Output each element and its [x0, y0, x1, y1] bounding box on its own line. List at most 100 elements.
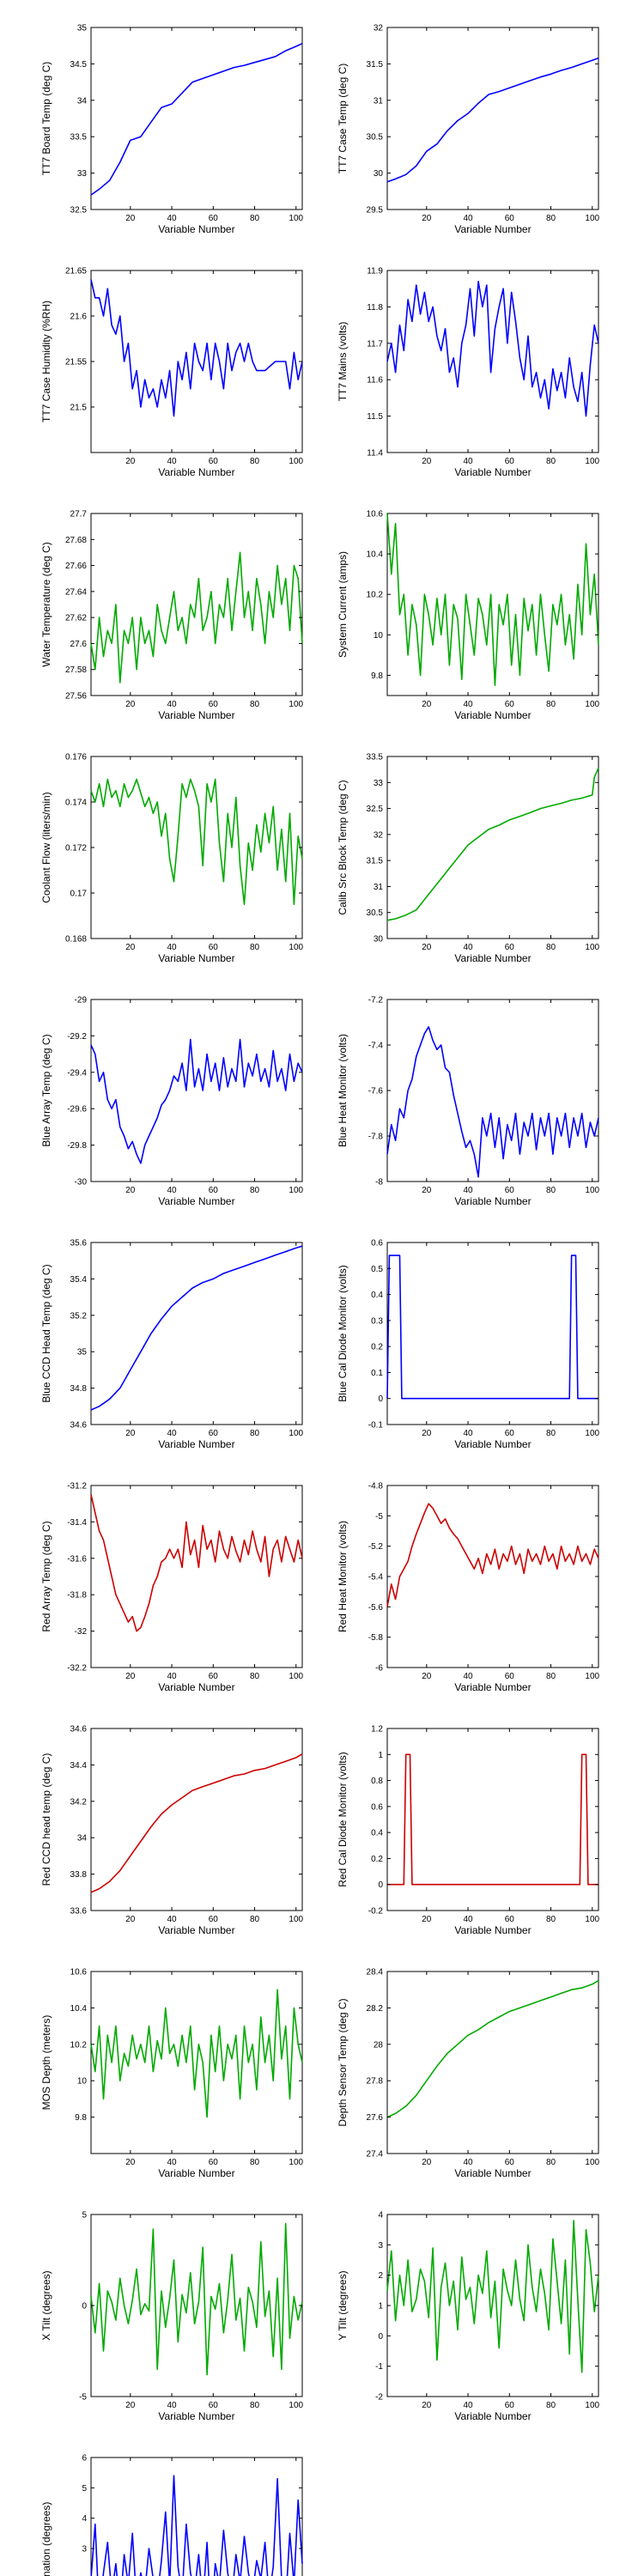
y-tick-label: 35: [77, 1348, 88, 1358]
x-tick-label: 60: [209, 1915, 219, 1924]
y-tick-label: 0.17: [70, 890, 88, 899]
y-tick-label: 27.6: [70, 640, 88, 649]
y-tick-label: -6: [375, 1664, 383, 1674]
x-axis-label: Variable Number: [158, 466, 234, 478]
y-tick-label: 34.6: [70, 1725, 88, 1735]
y-tick-label: 27.68: [65, 536, 87, 545]
y-tick-label: 0.4: [371, 1291, 383, 1300]
y-tick-label: 34.8: [70, 1384, 88, 1394]
x-axis-label: Variable Number: [158, 952, 234, 964]
y-tick-label: 0: [378, 1394, 383, 1404]
x-tick-label: 80: [546, 2401, 556, 2410]
y-tick-label: -4.8: [368, 1482, 384, 1492]
x-tick-label: 100: [289, 457, 303, 466]
chart-panel: 20 40 60 80 100 33.6 33.8 34 34.2 34.4 34.6 Variabl…: [40, 1725, 304, 1937]
y-tick-label: 10.4: [70, 2004, 88, 2014]
series-line: [90, 1494, 303, 1632]
y-tick-label: 11.6: [367, 376, 383, 386]
y-tick-label: 9.8: [75, 2113, 87, 2123]
y-tick-label: 0: [82, 2302, 87, 2312]
chart-panel: 20 40 60 80 100 27.4 27.6 27.8 28 28.2 28.4 Variabl…: [337, 1968, 600, 2180]
y-tick-label: 10.2: [367, 591, 384, 600]
x-axis-label: Variable Number: [158, 223, 234, 235]
y-axis-label: Coolant Flow (liters/min): [40, 792, 52, 902]
chart-panel: 20 40 60 80 100 -32.2 -32 -31.8 -31.6 -31.4 -31.2 V…: [40, 1482, 304, 1694]
y-tick-label: 27.62: [65, 614, 87, 623]
x-tick-label: 80: [546, 2158, 556, 2167]
x-axis-label: Variable Number: [158, 2410, 234, 2422]
y-tick-label: 27.6: [367, 2113, 384, 2123]
plot-area: [90, 27, 303, 210]
x-tick-label: 60: [209, 2158, 219, 2167]
x-tick-label: 40: [167, 2158, 177, 2167]
y-tick-label: 27.4: [367, 2150, 384, 2160]
y-axis-label: Red Heat Monitor (volts): [337, 1521, 349, 1632]
x-tick-label: 60: [505, 2401, 515, 2410]
y-tick-label: 34.4: [70, 1761, 88, 1771]
y-tick-label: 10: [374, 631, 384, 641]
x-tick-label: 20: [422, 457, 432, 466]
series-line: [386, 1026, 599, 1178]
chart-panel: 20 40 60 80 100 -30 -29.8 -29.6 -29.4 -29.2 -29 Var…: [40, 996, 304, 1208]
y-tick-label: 0.168: [65, 935, 87, 945]
y-axis-label: TT7 Case Humidity (%RH): [40, 301, 52, 422]
x-tick-label: 80: [546, 1186, 556, 1195]
x-tick-label: 100: [289, 2401, 303, 2410]
plot-area: [90, 1485, 303, 1668]
y-tick-label: 1: [378, 2302, 383, 2312]
y-tick-label: 10: [77, 2077, 88, 2087]
y-tick-label: 10.2: [70, 2040, 88, 2050]
series-line: [90, 279, 303, 417]
y-tick-label: 31: [374, 96, 384, 106]
series-line: [386, 767, 599, 921]
plot-area: [386, 1242, 599, 1425]
plot-area: [386, 999, 599, 1182]
x-tick-label: 20: [125, 457, 136, 466]
y-tick-label: 30: [374, 935, 384, 945]
chart-panel: 20 40 60 80 100 27.56 27.58 27.6 27.62 27.64 27.66…: [40, 510, 304, 722]
y-tick-label: 0.6: [371, 1802, 383, 1812]
x-tick-label: 80: [250, 1915, 260, 1924]
series-line: [90, 1245, 303, 1411]
y-tick-label: -7.4: [368, 1042, 384, 1051]
x-tick-label: 40: [463, 2158, 473, 2167]
y-tick-label: -32.2: [67, 1664, 87, 1674]
y-tick-label: 31.5: [367, 857, 384, 866]
x-tick-label: 60: [209, 1186, 219, 1195]
chart-panel: 20 40 60 80 100 -5 0 5 Variable Number X Tilt (de…: [40, 2211, 304, 2423]
y-tick-label: 5: [82, 2484, 87, 2494]
x-tick-label: 60: [505, 214, 515, 223]
y-tick-label: -5: [375, 1512, 383, 1522]
x-axis-label: Variable Number: [454, 1924, 531, 1936]
y-axis-label: Y Tilt (degrees): [337, 2270, 349, 2340]
series-line: [387, 1753, 598, 1886]
chart-panel: 20 40 60 80 100 -0.2 0 0.2 0.4 0.6 0.8 1 1.2 Variable…: [337, 1725, 600, 1937]
plot-area: [386, 1728, 599, 1911]
x-tick-label: 40: [167, 457, 177, 466]
x-tick-label: 80: [546, 700, 556, 709]
y-axis-label: TT7 Board Temp (deg C): [40, 62, 52, 176]
x-tick-label: 100: [289, 943, 303, 952]
y-tick-label: 21.5: [70, 404, 88, 413]
chart-panel: 20 40 60 80 100 -0.1 0 0.1 0.2 0.3 0.4 0.5 0.6 Variab…: [337, 1239, 600, 1451]
plot-area: [386, 1971, 599, 2154]
x-tick-label: 20: [125, 1186, 136, 1195]
y-tick-label: 10.6: [367, 510, 384, 519]
x-tick-label: 20: [125, 214, 136, 223]
y-tick-label: 33: [77, 169, 88, 179]
series-line: [90, 1989, 303, 2118]
x-tick-label: 40: [167, 1672, 177, 1681]
y-tick-label: 0: [378, 2332, 383, 2342]
y-tick-label: 1.2: [371, 1725, 383, 1735]
y-tick-label: 0.174: [65, 799, 87, 808]
x-tick-label: 20: [125, 943, 136, 952]
y-tick-label: 27.66: [65, 562, 87, 571]
x-tick-label: 20: [422, 943, 432, 952]
chart-panel: 20 40 60 80 100 21.5 21.55 21.6 21.65 Variable Nu…: [40, 267, 304, 479]
y-tick-label: 0.6: [371, 1239, 383, 1249]
x-tick-label: 60: [209, 1429, 219, 1438]
x-tick-label: 60: [505, 1186, 515, 1195]
chart-panel: 20 40 60 80 100 30 30.5 31 31.5 32 32.5 33 33.5 Varia…: [337, 753, 600, 965]
plot-area: [90, 270, 303, 453]
x-tick-label: 100: [585, 943, 599, 952]
